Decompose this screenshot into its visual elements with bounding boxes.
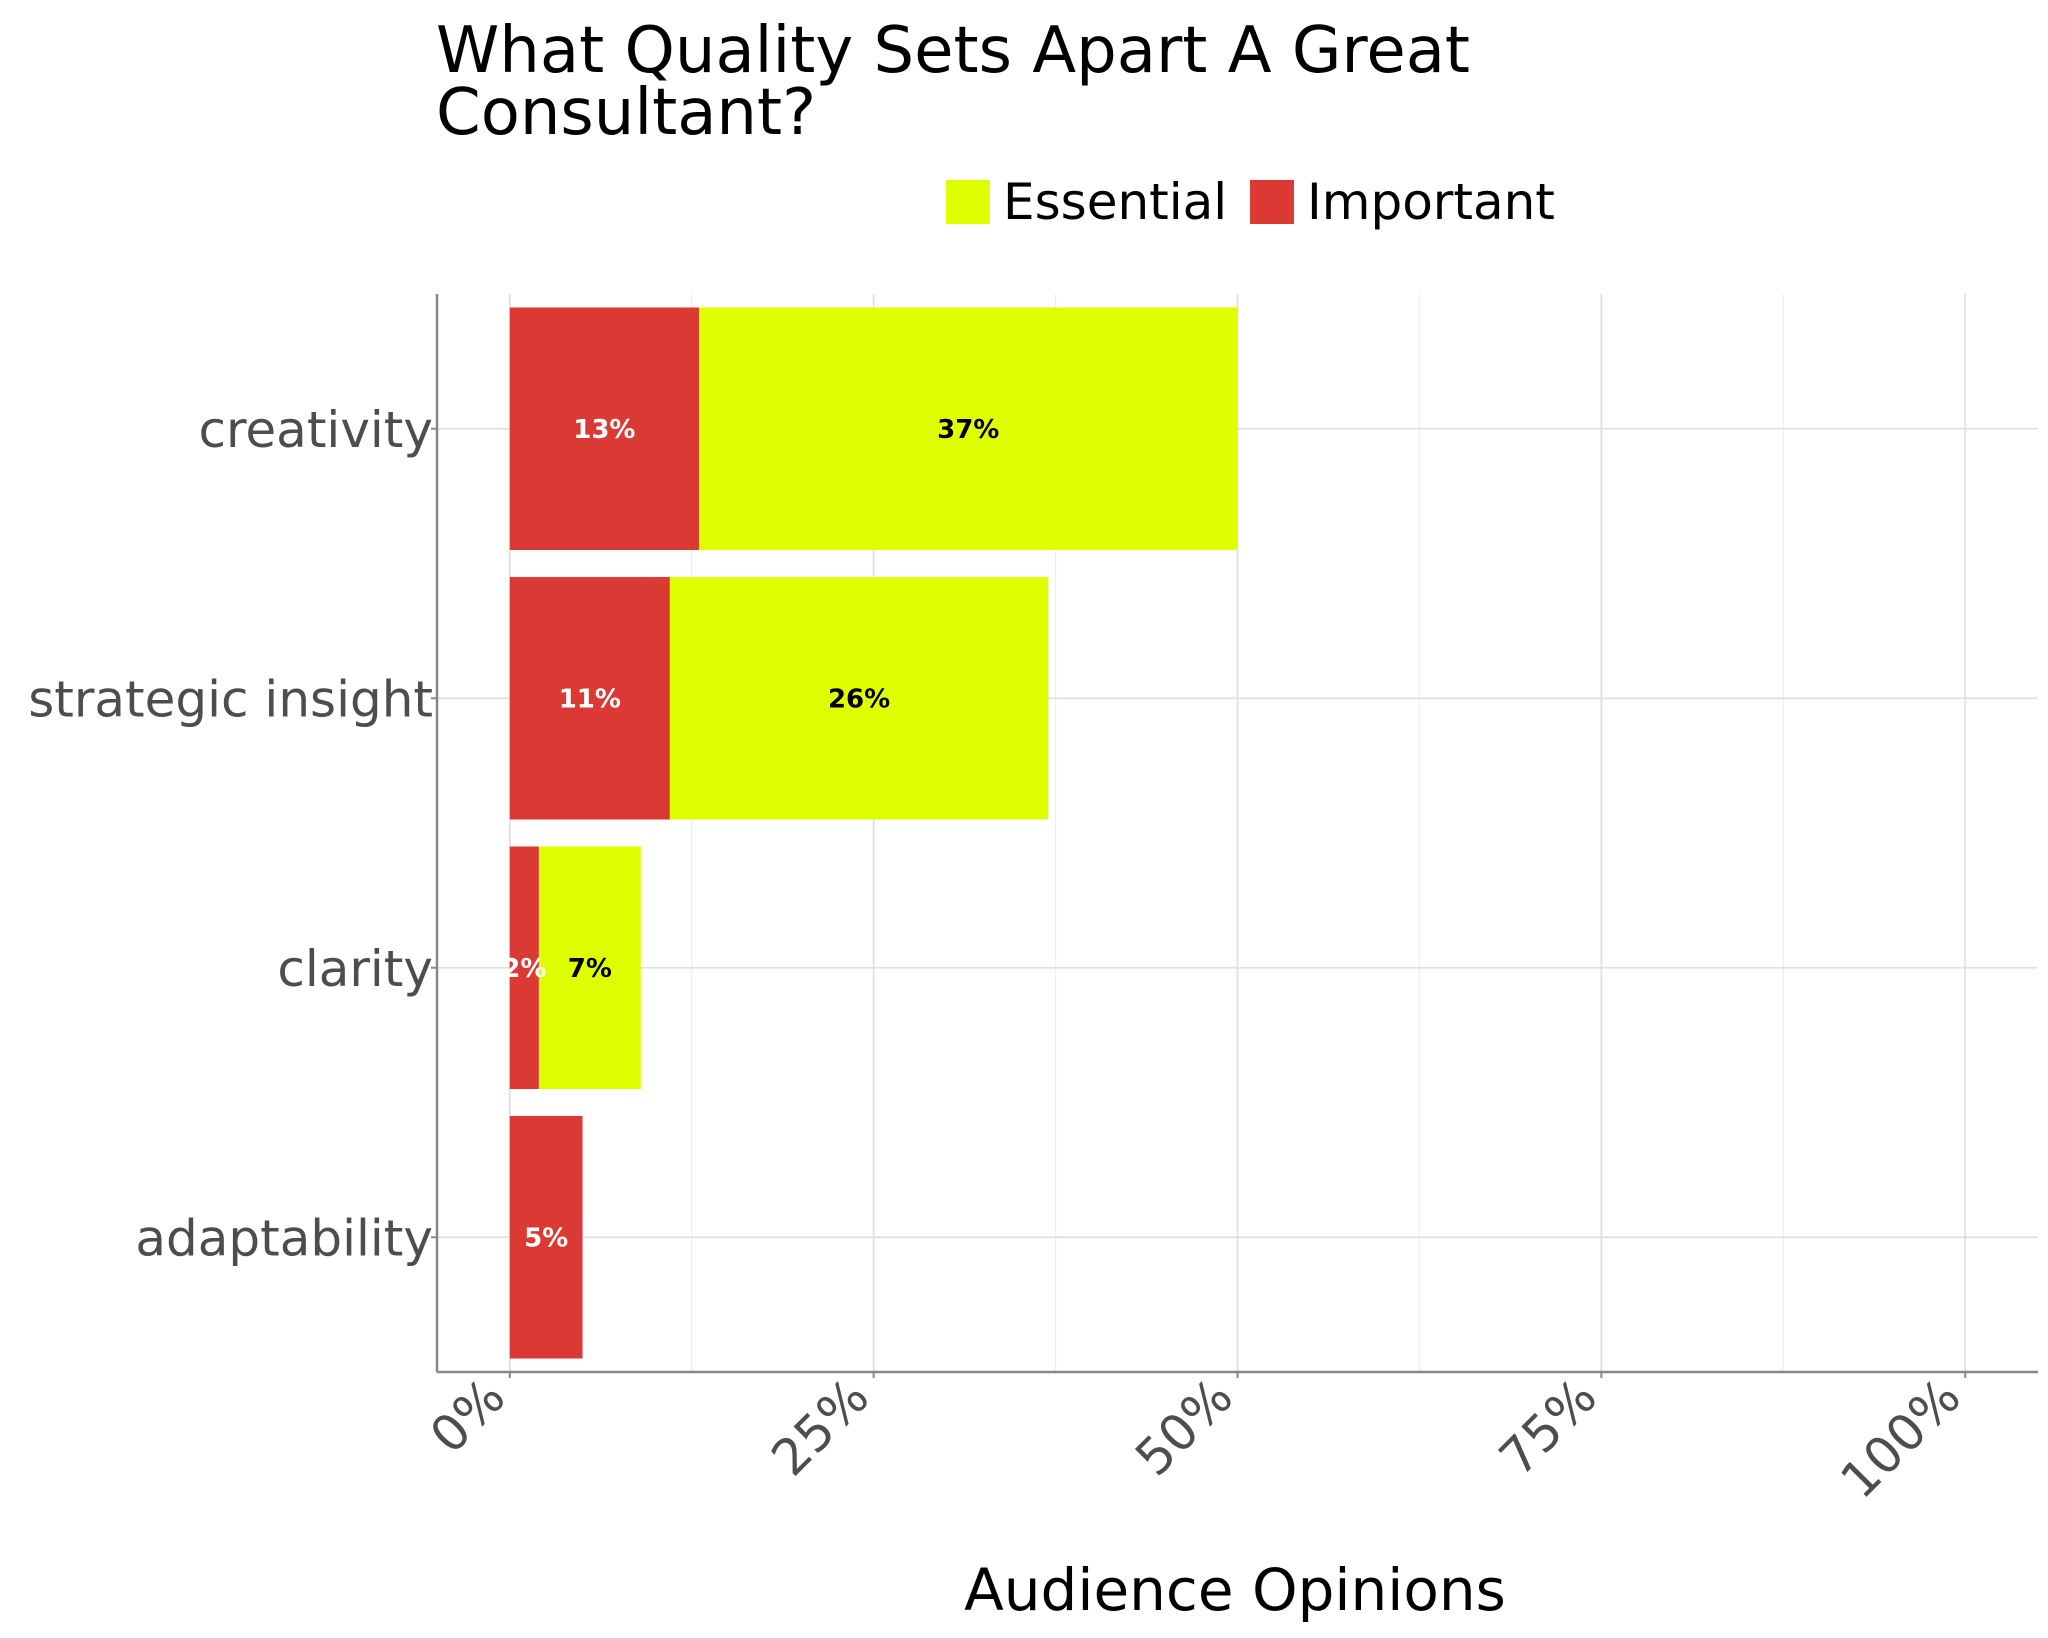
y-tick-label-3: adaptability bbox=[135, 1209, 433, 1267]
legend-swatch-important bbox=[1250, 180, 1294, 224]
y-tick-label-2: clarity bbox=[277, 940, 433, 998]
bar-label-important-1: 11% bbox=[559, 684, 621, 714]
legend-swatch-essential bbox=[946, 180, 990, 224]
bar-essential-0 bbox=[698, 307, 1238, 551]
bar-essential-2 bbox=[538, 846, 641, 1090]
bars bbox=[509, 307, 1238, 1359]
y-tick-label-1: strategic insight bbox=[28, 670, 433, 728]
bar-important-1 bbox=[509, 576, 670, 820]
chart-title-line-1: What Quality Sets Apart A Great bbox=[436, 14, 1470, 88]
bar-important-0 bbox=[509, 307, 699, 551]
y-axis-ticks: creativity strategic insight clarity adapta… bbox=[28, 401, 437, 1267]
legend-label-important: Important bbox=[1307, 173, 1555, 231]
legend-label-essential: Essential bbox=[1003, 173, 1227, 231]
bar-label-important-2: 2% bbox=[502, 954, 546, 984]
x-axis-label: Audience Opinions bbox=[964, 1556, 1506, 1624]
bar-label-essential-0: 37% bbox=[937, 415, 999, 445]
y-tick-label-0: creativity bbox=[198, 401, 433, 459]
bar-label-important-0: 13% bbox=[573, 415, 635, 445]
chart-title-line-2: Consultant? bbox=[436, 76, 816, 150]
bar-label-essential-1: 26% bbox=[828, 684, 890, 714]
bar-important-2 bbox=[509, 846, 539, 1090]
bar-label-important-3: 5% bbox=[524, 1223, 568, 1253]
legend: Essential Important bbox=[946, 173, 1555, 231]
bar-important-3 bbox=[509, 1115, 583, 1359]
bar-essential-1 bbox=[669, 576, 1049, 820]
bar-labels: 13% 37% 11% 26% 2% 7% 5% bbox=[502, 415, 999, 1254]
bar-label-essential-2: 7% bbox=[568, 954, 612, 984]
